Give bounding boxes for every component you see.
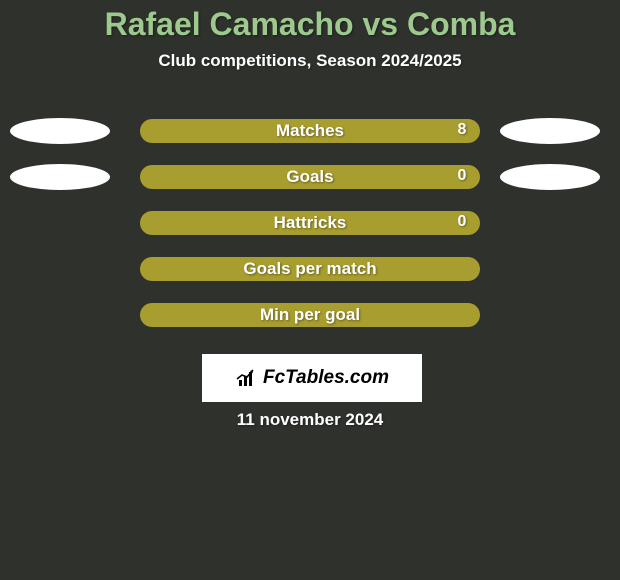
stat-label: Min per goal bbox=[140, 305, 480, 325]
brand-badge: FcTables.com bbox=[202, 354, 422, 402]
stat-row: Matches 8 bbox=[0, 118, 620, 148]
right-marker-ellipse bbox=[500, 164, 600, 190]
stat-label: Matches bbox=[140, 121, 480, 141]
page-subtitle: Club competitions, Season 2024/2025 bbox=[0, 51, 620, 71]
comparison-infographic: Rafael Camacho vs Comba Club competition… bbox=[0, 0, 620, 580]
stat-row: Goals per match bbox=[0, 256, 620, 286]
stat-row: Goals 0 bbox=[0, 164, 620, 194]
right-marker-ellipse bbox=[500, 118, 600, 144]
brand-chart-icon bbox=[235, 368, 259, 388]
brand-label: FcTables.com bbox=[235, 367, 389, 389]
date-label: 11 november 2024 bbox=[0, 410, 620, 430]
stats-chart: Matches 8 Goals 0 Hattricks 0 Goals per … bbox=[0, 118, 620, 348]
stat-value: 0 bbox=[450, 167, 474, 185]
stat-label: Hattricks bbox=[140, 213, 480, 233]
stat-row: Min per goal bbox=[0, 302, 620, 332]
page-title: Rafael Camacho vs Comba bbox=[0, 0, 620, 43]
left-marker-ellipse bbox=[10, 164, 110, 190]
stat-row: Hattricks 0 bbox=[0, 210, 620, 240]
left-marker-ellipse bbox=[10, 118, 110, 144]
stat-value: 0 bbox=[450, 213, 474, 231]
stat-value: 8 bbox=[450, 121, 474, 139]
brand-text: FcTables.com bbox=[263, 367, 389, 389]
stat-label: Goals per match bbox=[140, 259, 480, 279]
stat-label: Goals bbox=[140, 167, 480, 187]
